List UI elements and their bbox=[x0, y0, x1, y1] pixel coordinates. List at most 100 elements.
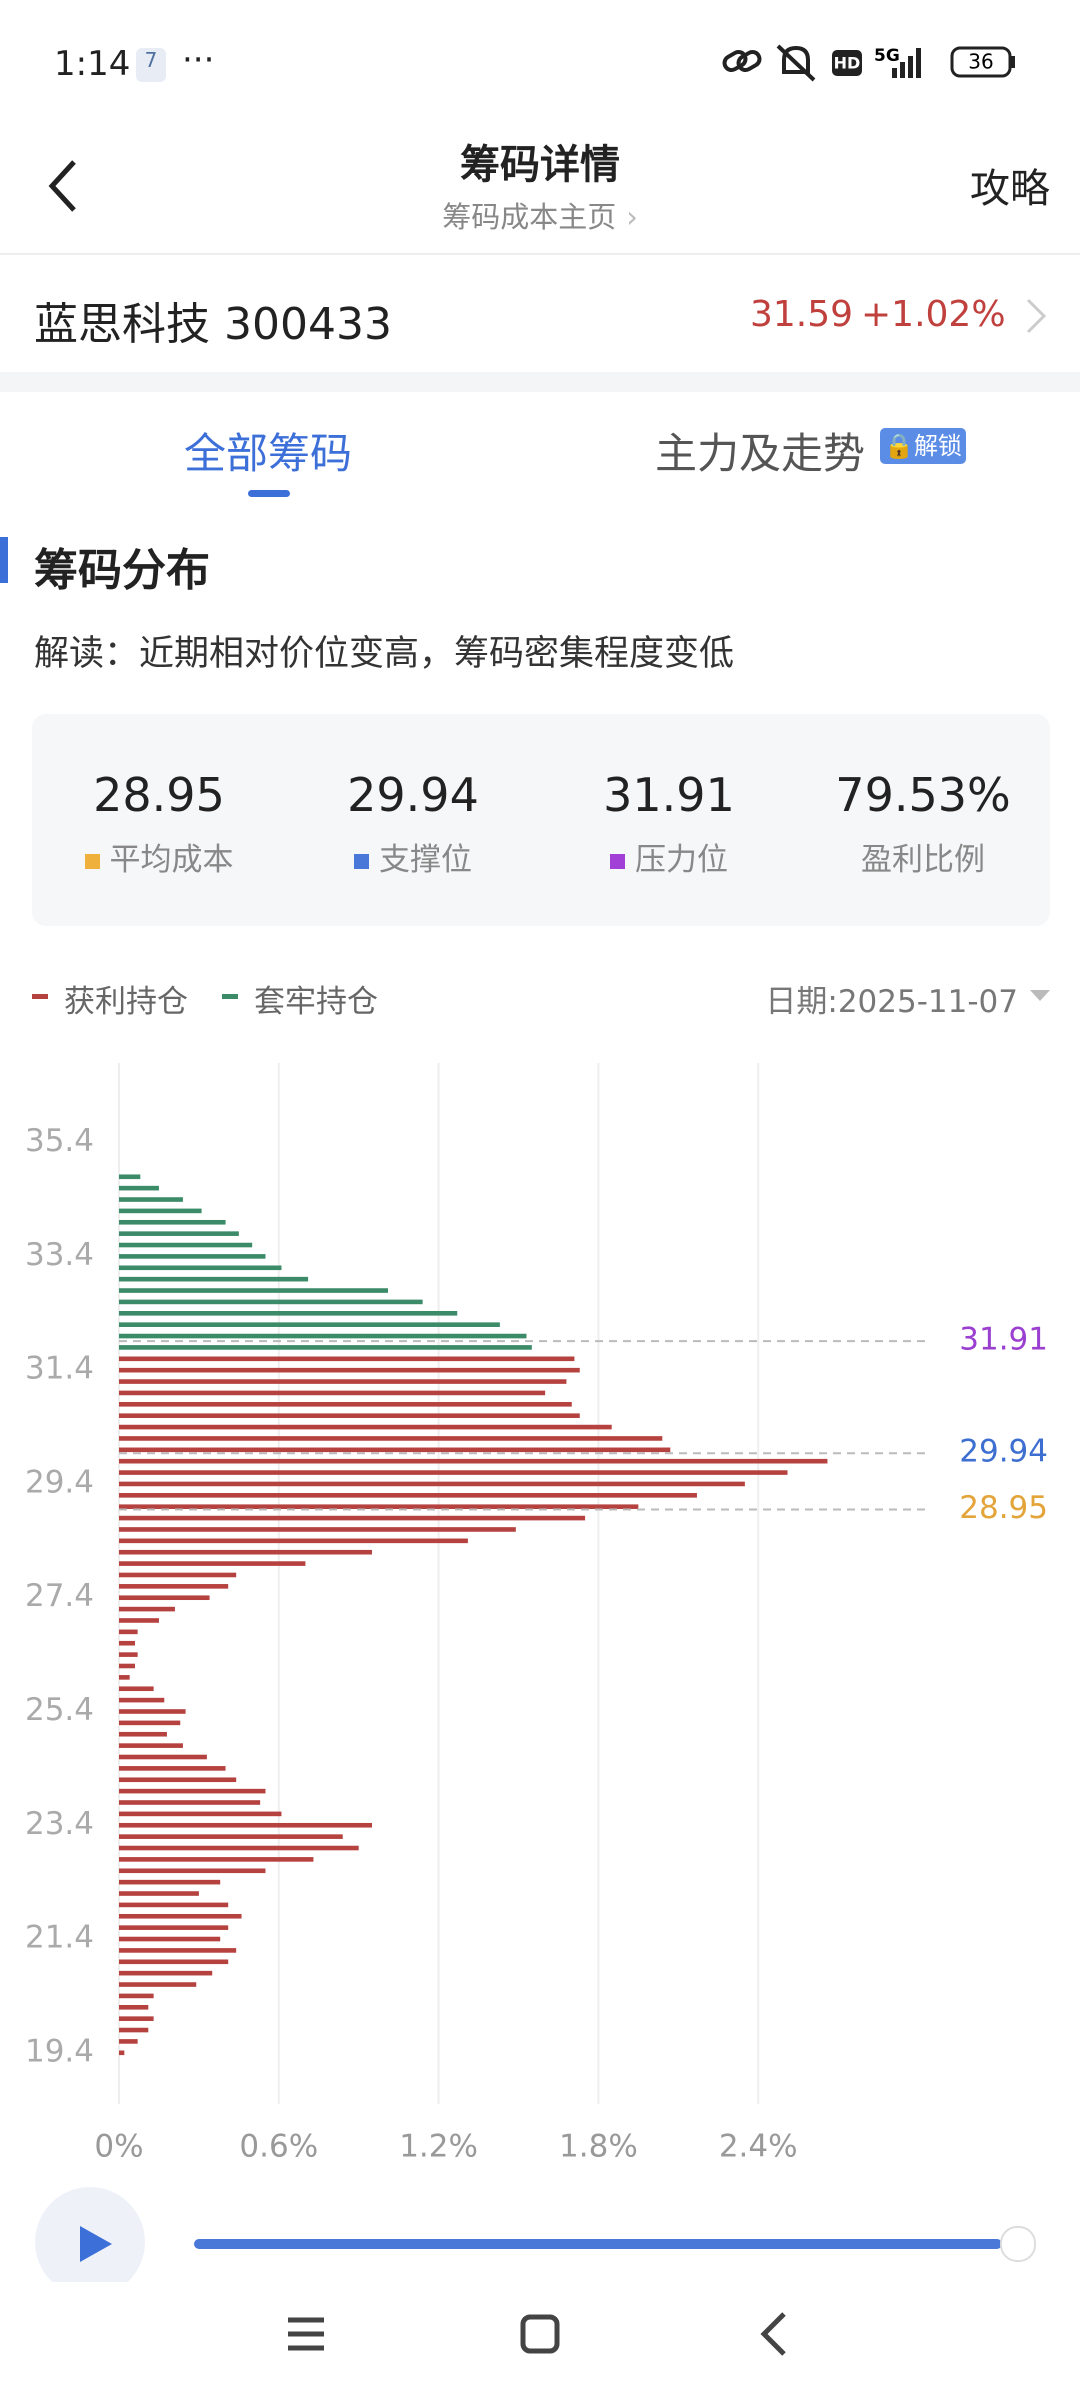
date-arrow bbox=[1030, 990, 1050, 1001]
stat-value: 31.91 bbox=[603, 768, 735, 822]
bar bbox=[119, 1777, 237, 1783]
legend-label: 获利持仓 bbox=[64, 984, 188, 1020]
y-tick-label: 21.4 bbox=[25, 1920, 94, 1956]
bar bbox=[119, 1242, 253, 1248]
progress-knob[interactable] bbox=[1000, 2226, 1036, 2262]
stat-label-text: 盈利比例 bbox=[861, 842, 985, 878]
bar bbox=[119, 1697, 165, 1703]
bar bbox=[119, 1515, 586, 1521]
bar bbox=[119, 1982, 197, 1987]
progress-bar bbox=[194, 2239, 1002, 2249]
subtitle-link[interactable]: 筹码成本主页 › bbox=[0, 194, 1080, 236]
bar bbox=[119, 1868, 266, 1874]
back-nav-button[interactable] bbox=[760, 2312, 786, 2356]
hd-badge bbox=[832, 50, 862, 76]
section-title: 筹码分布 bbox=[34, 545, 210, 596]
bar bbox=[119, 1686, 154, 1692]
bar bbox=[119, 1970, 213, 1976]
home-button[interactable] bbox=[520, 2314, 560, 2354]
stock-code: 300433 bbox=[224, 299, 392, 350]
x-tick-label: 0.6% bbox=[239, 2129, 318, 2165]
bar bbox=[119, 1549, 373, 1555]
bar bbox=[119, 1493, 697, 1498]
bar bbox=[119, 1800, 261, 1805]
stat-value: 28.95 bbox=[93, 768, 225, 822]
bar bbox=[119, 1731, 167, 1737]
bar bbox=[119, 1367, 580, 1373]
nav-icons bbox=[288, 2312, 786, 2356]
network-text: 5G bbox=[874, 46, 900, 66]
tab-underline bbox=[248, 490, 290, 497]
bar bbox=[119, 1265, 282, 1271]
y-tick-label: 33.4 bbox=[25, 1237, 94, 1273]
battery-icon bbox=[950, 46, 1012, 78]
tab-active[interactable]: 全部筹码 bbox=[183, 429, 352, 478]
date-picker[interactable]: 日期:2025-11-07 bbox=[765, 984, 1018, 1020]
bar bbox=[119, 1254, 266, 1259]
nav-bar bbox=[0, 2282, 1080, 2400]
bar bbox=[119, 1333, 527, 1339]
bar bbox=[119, 1436, 663, 1441]
bar bbox=[119, 1879, 221, 1885]
y-tick-label: 27.4 bbox=[25, 1578, 94, 1614]
bar bbox=[119, 1959, 229, 1965]
legend-swatch bbox=[32, 994, 48, 999]
chevron: › bbox=[626, 200, 638, 234]
bar bbox=[119, 2027, 149, 2033]
bar bbox=[119, 1629, 138, 1635]
gap bbox=[0, 372, 1080, 392]
bar bbox=[119, 1481, 745, 1487]
bar bbox=[119, 1902, 229, 1908]
bar bbox=[119, 1208, 202, 1214]
guide-button[interactable]: 攻略 bbox=[970, 166, 1050, 212]
section-marker bbox=[0, 537, 8, 583]
reference-label: 31.91 bbox=[959, 1322, 1048, 1358]
stock-chevron[interactable] bbox=[1020, 296, 1050, 336]
bar bbox=[119, 1572, 237, 1578]
bar bbox=[119, 1834, 343, 1839]
bar bbox=[119, 1811, 282, 1817]
bar bbox=[119, 1584, 229, 1589]
status-time: 1:14 bbox=[54, 44, 131, 84]
link-icon bbox=[722, 50, 762, 72]
bar bbox=[119, 1822, 373, 1828]
bar bbox=[119, 2039, 138, 2044]
bar bbox=[119, 1618, 159, 1623]
divider bbox=[0, 253, 1080, 255]
bar bbox=[119, 2016, 154, 2021]
stock-change: +1.02% bbox=[861, 294, 1006, 335]
bar bbox=[119, 1413, 580, 1418]
bar bbox=[119, 1402, 572, 1407]
hd-text: HD bbox=[834, 54, 861, 73]
stat-value: 29.94 bbox=[347, 768, 479, 822]
bar bbox=[119, 2004, 149, 2010]
bar bbox=[119, 1652, 138, 1657]
bar bbox=[119, 1845, 359, 1851]
reference-label: 29.94 bbox=[959, 1434, 1048, 1470]
menu-button[interactable] bbox=[288, 2317, 324, 2351]
reference-label: 28.95 bbox=[959, 1490, 1048, 1526]
bar bbox=[119, 1948, 237, 1953]
bar bbox=[119, 1356, 575, 1362]
stat-label-text: 平均成本 bbox=[109, 842, 234, 878]
stat-label: 支撑位 bbox=[263, 834, 563, 879]
more-icon: ··· bbox=[182, 40, 215, 80]
y-tick-label: 25.4 bbox=[25, 1692, 94, 1728]
legend-swatch bbox=[222, 994, 238, 999]
bar bbox=[119, 1276, 309, 1282]
bar bbox=[119, 1891, 199, 1896]
bar bbox=[119, 2050, 125, 2056]
unlock-badge: 🔒解锁 bbox=[880, 428, 966, 464]
section-note: 解读：近期相对价位变高，筹码密集程度变低 bbox=[34, 634, 735, 674]
bar bbox=[119, 1322, 500, 1327]
stats-card bbox=[32, 714, 1050, 926]
legend-label: 套牢持仓 bbox=[254, 984, 378, 1020]
bar bbox=[119, 1663, 135, 1669]
bar bbox=[119, 1174, 141, 1180]
x-tick-label: 2.4% bbox=[719, 2129, 798, 2165]
tab[interactable]: 主力及走势 bbox=[655, 429, 866, 478]
mute-icon bbox=[776, 44, 816, 82]
back-button[interactable] bbox=[40, 156, 90, 216]
stock-name: 蓝思科技 300433 bbox=[34, 288, 392, 352]
